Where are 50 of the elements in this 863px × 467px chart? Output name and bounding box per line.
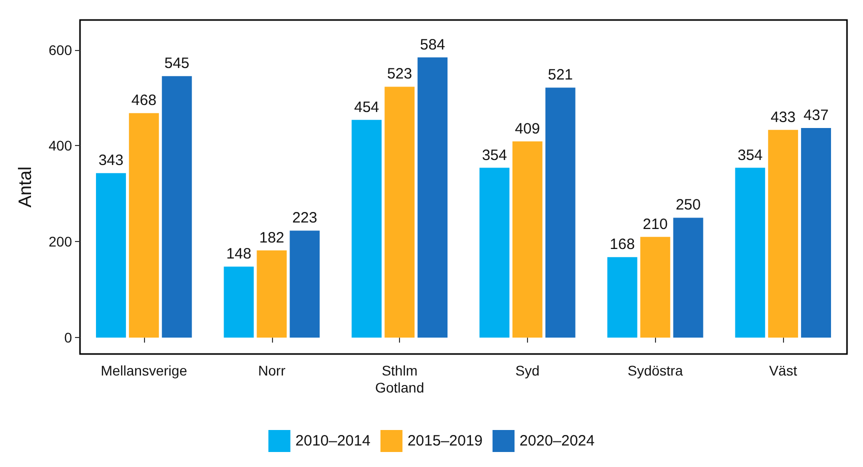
data-label: 433	[770, 108, 796, 126]
x-tick-label: Väst	[769, 362, 798, 378]
data-label: 437	[804, 106, 829, 124]
bar	[290, 230, 320, 338]
bar	[768, 130, 798, 338]
x-tick-label: Sthlm Gotland	[375, 362, 424, 396]
data-label: 148	[226, 246, 252, 263]
data-label: 409	[514, 120, 540, 138]
data-label: 523	[387, 66, 412, 83]
x-tick-label: Norr	[258, 362, 286, 378]
y-tick-label: 600	[48, 42, 72, 58]
data-label: 454	[354, 98, 380, 116]
y-tick-label: 0	[64, 330, 72, 346]
bar	[735, 168, 766, 338]
bar	[640, 236, 670, 338]
bar	[162, 76, 192, 338]
data-label: 354	[482, 146, 507, 164]
data-label: 182	[259, 229, 284, 246]
x-tick-label: Sydöstra	[628, 362, 684, 378]
y-axis-title: Antal	[15, 166, 35, 208]
bar	[352, 120, 382, 338]
bar	[479, 168, 510, 338]
y-tick-label: 200	[48, 234, 72, 250]
data-label: 545	[164, 55, 190, 72]
x-tick-label: Syd	[515, 362, 540, 378]
bar	[224, 266, 254, 338]
data-label: 354	[738, 146, 763, 164]
bar	[128, 113, 159, 338]
bar	[256, 250, 287, 338]
data-label: 584	[420, 36, 446, 54]
bar	[384, 86, 415, 338]
y-tick-label: 400	[48, 138, 72, 154]
data-label: 210	[642, 216, 668, 233]
bar	[545, 88, 576, 338]
bar	[418, 57, 448, 338]
data-label: 250	[676, 196, 701, 214]
bar	[607, 257, 638, 338]
data-label: 223	[292, 210, 318, 227]
data-label: 343	[98, 152, 124, 170]
bar	[801, 128, 832, 338]
bar	[96, 173, 126, 338]
bar	[512, 141, 542, 338]
legend-label: 2010–2014	[295, 432, 370, 450]
data-label: 168	[610, 236, 635, 254]
data-label: 468	[131, 92, 156, 110]
x-tick-label: Mellansverige	[100, 362, 188, 378]
legend-label: 2015–2019	[407, 432, 483, 450]
data-label: 521	[548, 66, 573, 84]
bar	[673, 218, 704, 338]
legend-label: 2020–2024	[520, 432, 595, 450]
